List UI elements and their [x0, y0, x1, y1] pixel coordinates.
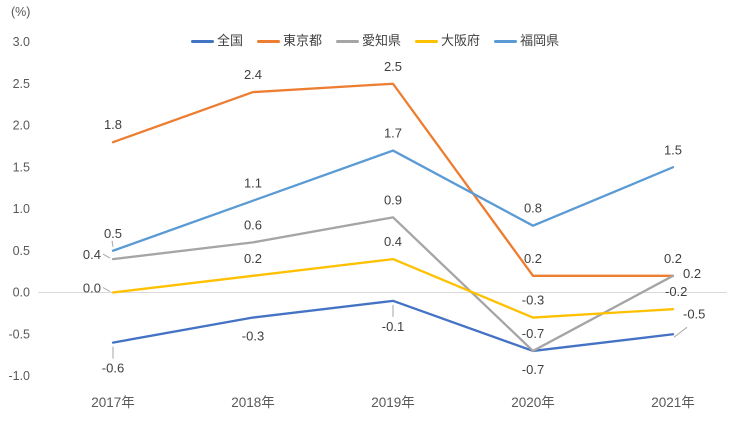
legend-label: 大阪府	[441, 33, 481, 48]
x-axis-label: 2020年	[511, 395, 555, 410]
data-label: 1.5	[664, 142, 682, 157]
y-axis-ticks: 3.0 2.5 2.0 1.5 1.0 0.5 0.0 -0.5 -1.0	[8, 35, 30, 383]
legend-swatch-icon	[494, 39, 518, 43]
label-leader-line	[102, 287, 111, 292]
legend-swatch-icon	[257, 39, 281, 43]
series-line-4	[111, 149, 675, 252]
data-label: -0.2	[665, 284, 687, 299]
data-label: 0.9	[384, 192, 402, 207]
data-label: 0.0	[83, 281, 101, 296]
legend-item-1: 東京都	[257, 34, 322, 48]
legend-item-3: 大阪府	[415, 34, 480, 48]
x-axis-label: 2019年	[371, 395, 415, 410]
data-label: -0.1	[382, 319, 404, 334]
legend-item-0: 全国	[191, 34, 243, 48]
data-label: 1.8	[104, 117, 122, 132]
label-leader-line	[673, 326, 688, 338]
data-label: -0.7	[522, 326, 544, 341]
data-label: -0.5	[683, 306, 705, 321]
legend-label: 東京都	[283, 33, 323, 48]
series-line-2	[111, 216, 675, 353]
y-axis-unit-label: (%)	[11, 5, 31, 19]
data-label: -0.6	[102, 361, 124, 376]
data-label: 1.7	[384, 126, 402, 141]
x-axis-label: 2017年	[91, 395, 135, 410]
data-label: 0.4	[384, 234, 402, 249]
data-label: 2.4	[244, 67, 262, 82]
y-tick-label: -1.0	[8, 369, 30, 383]
y-tick-label: 0.0	[13, 286, 30, 300]
legend-label: 全国	[217, 33, 244, 48]
data-label: 0.8	[524, 201, 542, 216]
y-tick-label: 2.0	[13, 119, 30, 133]
y-tick-label: 3.0	[13, 35, 30, 49]
legend-swatch-icon	[415, 39, 439, 43]
label-leader-line	[111, 240, 114, 247]
x-axis-labels: 2017年 2018年 2019年 2020年 2021年	[91, 395, 695, 410]
y-tick-label: 0.5	[13, 244, 30, 258]
data-labels: -0.6-0.3-0.1-0.7-0.51.82.42.50.2 0.20.40.…	[83, 59, 705, 377]
y-tick-label: 1.0	[13, 202, 30, 216]
data-label: -0.7	[522, 362, 544, 377]
x-axis-label: 2021年	[651, 395, 695, 410]
data-label: 0.2	[683, 266, 701, 281]
legend: 全国 東京都 愛知県 大阪府 福岡県	[191, 34, 559, 48]
data-label: 2.5	[384, 59, 402, 74]
data-label: 0.2	[244, 251, 262, 266]
y-tick-label: 1.5	[13, 160, 30, 174]
y-tick-label: -0.5	[8, 327, 30, 341]
data-label: 1.1	[244, 176, 262, 191]
label-leader-line	[102, 253, 111, 259]
legend-label: 愛知県	[362, 33, 402, 48]
legend-swatch-icon	[191, 39, 214, 43]
data-label: 0.2	[524, 251, 542, 266]
data-label: 0.5	[104, 226, 122, 241]
series-line-3	[111, 257, 675, 319]
x-axis-label: 2018年	[231, 395, 275, 410]
data-label: 0.4	[83, 247, 101, 262]
data-label: 0.2	[664, 251, 682, 266]
legend-swatch-icon	[336, 39, 360, 43]
legend-label: 福岡県	[520, 33, 560, 48]
y-tick-label: 2.5	[13, 77, 30, 91]
series-line-1	[111, 82, 675, 277]
data-label: -0.3	[242, 329, 264, 344]
series-lines	[111, 82, 675, 353]
data-label: -0.3	[522, 293, 544, 308]
data-label: 0.6	[244, 217, 262, 232]
series-line-0	[111, 299, 675, 353]
legend-item-4: 福岡県	[494, 34, 559, 48]
legend-item-2: 愛知県	[336, 34, 401, 48]
